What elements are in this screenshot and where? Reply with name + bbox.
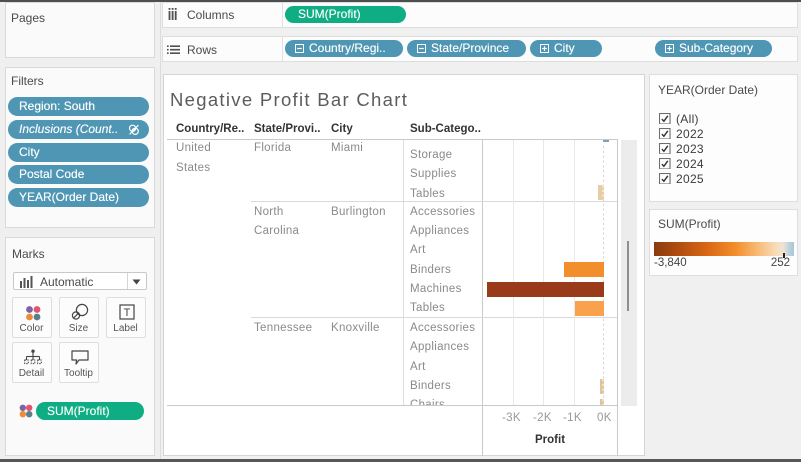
svg-text:T: T [123,307,130,319]
